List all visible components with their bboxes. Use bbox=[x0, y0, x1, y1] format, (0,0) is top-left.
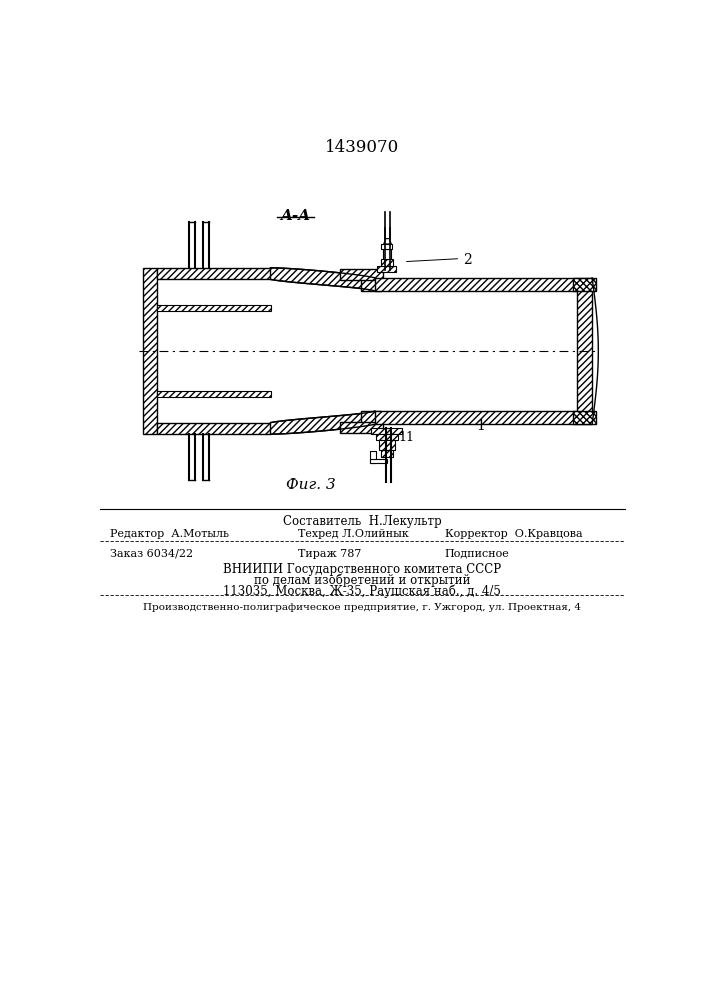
Polygon shape bbox=[384, 239, 392, 244]
Text: Фиг. 3: Фиг. 3 bbox=[286, 478, 336, 492]
Bar bbox=[577, 278, 592, 424]
Text: Заказ 6034/22: Заказ 6034/22 bbox=[110, 549, 193, 559]
Text: Техред Л.Олийнык: Техред Л.Олийнык bbox=[298, 529, 409, 539]
Bar bbox=[380, 450, 393, 457]
Bar bbox=[156, 391, 271, 397]
Text: Редактор  А.Мотыль: Редактор А.Мотыль bbox=[110, 529, 229, 539]
Bar bbox=[378, 266, 396, 272]
Bar bbox=[375, 411, 577, 424]
Text: по делам изобретений и открытий: по делам изобретений и открытий bbox=[254, 574, 470, 587]
Bar bbox=[379, 440, 395, 450]
Bar bbox=[143, 268, 156, 434]
Text: Производственно-полиграфическое предприятие, г. Ужгород, ул. Проектная, 4: Производственно-полиграфическое предприя… bbox=[143, 603, 581, 612]
Bar bbox=[375, 278, 577, 291]
Text: 11: 11 bbox=[398, 431, 414, 444]
Polygon shape bbox=[271, 268, 375, 291]
Bar bbox=[380, 259, 393, 266]
Text: 113035, Москва, Ж-35, Раушская наб., д. 4/5: 113035, Москва, Ж-35, Раушская наб., д. … bbox=[223, 584, 501, 598]
Text: ВНИИПИ Государственного комитета СССР: ВНИИПИ Государственного комитета СССР bbox=[223, 563, 501, 576]
Bar bbox=[381, 244, 392, 249]
Bar bbox=[156, 423, 271, 434]
Text: Корректор  О.Кравцова: Корректор О.Кравцова bbox=[445, 529, 583, 539]
Text: A-A: A-A bbox=[280, 209, 310, 223]
Bar bbox=[340, 422, 383, 433]
Bar bbox=[573, 278, 596, 291]
Bar bbox=[376, 434, 397, 440]
Bar bbox=[573, 411, 596, 424]
Bar bbox=[361, 278, 381, 291]
Text: 2: 2 bbox=[462, 253, 472, 267]
Bar bbox=[340, 269, 383, 280]
Text: 1439070: 1439070 bbox=[325, 139, 399, 156]
Bar bbox=[370, 451, 376, 463]
Bar bbox=[361, 411, 381, 424]
Bar bbox=[383, 249, 391, 259]
Bar bbox=[156, 305, 271, 311]
Text: Тираж 787: Тираж 787 bbox=[298, 549, 361, 559]
Text: 1: 1 bbox=[476, 419, 485, 433]
Bar bbox=[156, 268, 271, 279]
Text: Подписное: Подписное bbox=[445, 549, 510, 559]
Bar bbox=[371, 428, 402, 434]
Bar bbox=[370, 459, 387, 463]
Text: Составитель  Н.Лекультр: Составитель Н.Лекультр bbox=[283, 515, 441, 528]
Polygon shape bbox=[271, 411, 375, 434]
